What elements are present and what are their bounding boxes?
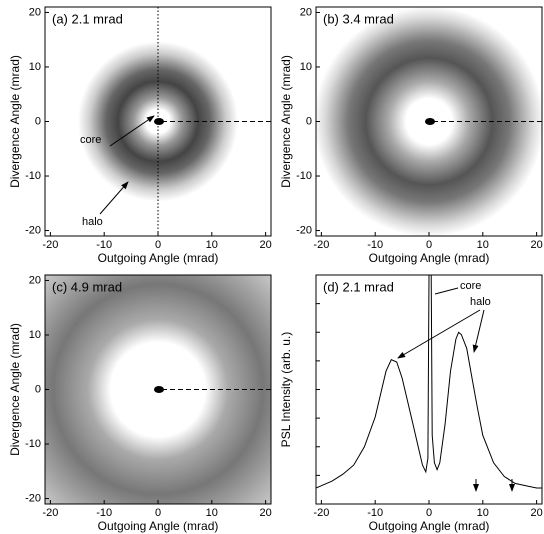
x-tick-label: 10: [477, 239, 489, 251]
x-tick-label: -20: [313, 507, 329, 519]
x-axis-label: Outgoing Angle (mrad): [369, 251, 490, 265]
annotation: core: [460, 280, 481, 292]
y-tick-label: 20: [300, 6, 312, 18]
x-tick-label: -20: [42, 239, 58, 251]
y-tick-label: -10: [296, 170, 312, 182]
y-tick-label: 10: [29, 61, 41, 73]
panel-title: (a) 2.1 mrad: [52, 11, 123, 26]
arrow: [109, 115, 155, 147]
core-spot: [154, 386, 164, 393]
x-tick-label: 0: [426, 507, 432, 519]
x-tick-label: 10: [206, 507, 218, 519]
y-tick-label: 20: [29, 274, 41, 286]
x-axis-label: Outgoing Angle (mrad): [369, 519, 490, 533]
y-tick-label: 10: [300, 61, 312, 73]
panel-title: (c) 4.9 mrad: [52, 279, 122, 294]
y-tick-label: 10: [29, 329, 41, 341]
arrow: [434, 287, 459, 295]
y-axis-label: Divergence Angle (mrad): [8, 323, 22, 456]
arrow: [397, 309, 481, 359]
y-tick-label: -20: [296, 224, 312, 236]
intensity-line: [316, 275, 542, 489]
x-axis-label: Outgoing Angle (mrad): [98, 519, 219, 533]
x-tick-label: 20: [259, 507, 271, 519]
x-tick-label: 20: [530, 239, 542, 251]
x-tick-label: -10: [96, 507, 112, 519]
panel-title: (d) 2.1 mrad: [323, 279, 394, 294]
core-spot: [154, 118, 164, 125]
y-tick-label: 0: [35, 383, 41, 395]
y-tick-label: -20: [25, 224, 41, 236]
annotation: halo: [470, 296, 491, 308]
y-tick-label: 20: [29, 6, 41, 18]
y-axis-label: PSL Intensity (arb. u.): [279, 332, 293, 448]
arrow: [99, 181, 129, 215]
x-tick-label: 20: [530, 507, 542, 519]
y-axis-label: Divergence Angle (mrad): [8, 55, 22, 188]
x-tick-label: -10: [367, 239, 383, 251]
x-tick-label: -20: [42, 507, 58, 519]
x-axis-label: Outgoing Angle (mrad): [98, 251, 219, 265]
annotation: halo: [82, 216, 103, 228]
core-spot: [425, 118, 435, 125]
x-tick-label: -10: [367, 507, 383, 519]
x-tick-label: 0: [426, 239, 432, 251]
x-tick-label: 10: [206, 239, 218, 251]
y-axis-label: Divergence Angle (mrad): [279, 55, 293, 188]
y-tick-label: -10: [25, 170, 41, 182]
x-tick-label: 20: [259, 239, 271, 251]
y-tick-label: -10: [25, 438, 41, 450]
x-tick-label: 0: [155, 239, 161, 251]
x-tick-label: 10: [477, 507, 489, 519]
arrow: [472, 309, 485, 353]
annotation: core: [80, 134, 101, 146]
y-tick-label: 0: [35, 115, 41, 127]
panel-title: (b) 3.4 mrad: [323, 11, 394, 26]
y-tick-label: -20: [25, 492, 41, 504]
x-tick-label: -10: [96, 239, 112, 251]
x-tick-label: -20: [313, 239, 329, 251]
y-tick-label: 0: [306, 115, 312, 127]
x-tick-label: 0: [155, 507, 161, 519]
